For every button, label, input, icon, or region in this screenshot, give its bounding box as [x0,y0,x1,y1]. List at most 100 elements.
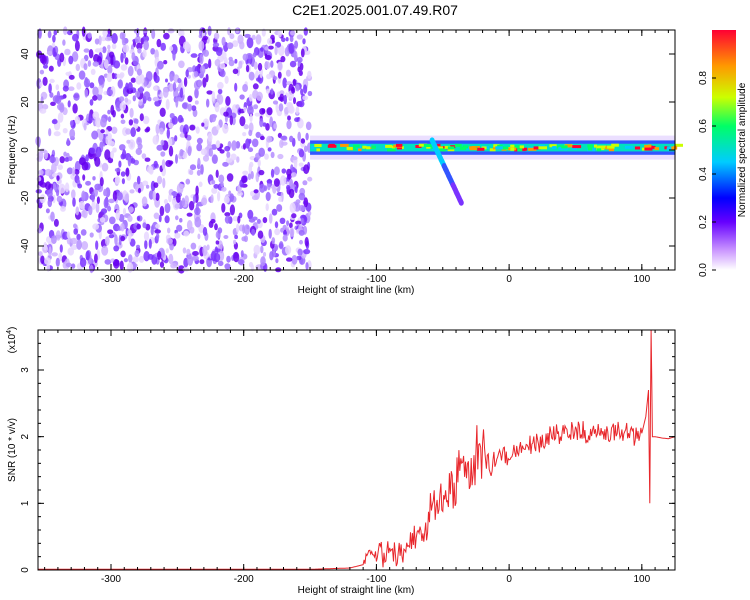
heatmap-cell [162,87,169,98]
heatmap-cell [195,185,199,196]
heatmap-cell [253,189,259,194]
heatmap-cell [119,260,124,271]
heatmap-cell [207,133,213,142]
heatmap-cell [153,212,160,220]
heatmap-cell [64,182,70,193]
heatmap-cell [237,215,241,224]
heatmap-cell [73,228,78,235]
heatmap-cell [126,262,134,273]
heatmap-cell [238,60,243,69]
heatmap-cell [206,90,213,95]
heatmap-cell [135,147,142,156]
heatmap-cell [257,230,264,239]
heatmap-cell [136,244,140,249]
heatmap-cell [152,96,160,102]
heatmap-cell [39,182,47,188]
heatmap-cell [190,53,198,58]
heatmap-cell [126,139,131,144]
heatmap-cell [300,62,304,71]
heatmap-cell [201,197,208,206]
heatmap-cell [242,224,246,234]
heatmap-cell [37,28,42,39]
heatmap-cell [517,148,523,152]
heatmap-cell [217,81,224,90]
heatmap-cell [210,144,218,150]
heatmap-cell [285,245,292,255]
heatmap-cell [40,96,44,104]
heatmap-cell [130,77,136,83]
colorbar-ticks: 0.0 0.2 0.4 0.6 0.8 [698,71,716,277]
heatmap-cell [95,240,99,250]
heatmap-cell [184,195,189,205]
heatmap-cell [188,200,195,211]
heatmap-cell [426,145,431,149]
heatmap-cell [198,40,205,51]
heatmap-cell [249,161,254,168]
heatmap-cell [202,118,210,127]
heatmap-cell [396,143,403,147]
heatmap-cell [316,148,320,152]
heatmap-cell [328,143,335,147]
heatmap-cell [96,196,100,204]
heatmap-cell [278,103,284,112]
heatmap-cell [298,192,306,201]
heatmap-cell [210,218,216,224]
heatmap-cell [113,60,121,69]
heatmap-cell [227,27,231,36]
heatmap-cell [223,111,229,117]
heatmap-cell [247,105,254,115]
heatmap-cell [102,46,107,54]
heatmap-cell [192,255,199,262]
heatmap-cell [122,86,130,97]
heatmap-cell [124,193,129,203]
heatmap-cell [251,195,259,201]
heatmap-cell [116,73,120,79]
heatmap-cell [182,247,187,254]
heatmap-cell [199,259,205,265]
heatmap-cell [93,53,100,63]
heatmap-cell [128,119,134,126]
heatmap-cell [241,175,248,184]
heatmap-cell [159,205,165,217]
heatmap-cell [500,146,509,150]
heatmap-cell [245,138,251,149]
heatmap-cell [150,48,156,55]
heatmap-cell [45,208,50,214]
heatmap-cell [181,197,185,207]
heatmap-cell [251,34,256,41]
heatmap-cell [41,54,47,65]
heatmap-cell [211,187,218,194]
heatmap-cell [194,100,199,105]
heatmap-cell [74,160,81,172]
heatmap-cell [137,47,142,54]
heatmap-cell [294,40,299,49]
heatmap-cell [300,217,305,225]
heatmap-cell [120,64,128,71]
heatmap-cell [279,93,285,103]
heatmap-cell [211,154,218,164]
heatmap-cell [157,60,164,70]
heatmap-cell [458,199,464,206]
heatmap-cell [297,248,303,256]
heatmap-cell [158,214,162,223]
heatmap-cell [88,205,93,216]
heatmap-cell [265,88,271,94]
heatmap-cell [644,147,653,151]
heatmap-cell [297,131,302,142]
heatmap-cell [95,202,100,213]
heatmap-cell [247,209,254,220]
heatmap-cell [139,86,144,94]
heatmap-cell [129,238,136,247]
heatmap-cell [83,78,91,88]
heatmap-cell [608,148,615,152]
heatmap-cell [187,254,194,266]
heatmap-cell [234,82,238,92]
heatmap-cell [182,127,187,135]
heatmap-cell [438,148,446,152]
heatmap-cell [187,95,193,103]
heatmap-cell [385,144,393,148]
heatmap-cell [207,25,212,36]
heatmap-cell [423,144,433,147]
heatmap-cell [196,143,203,152]
heatmap-cell [165,78,168,83]
